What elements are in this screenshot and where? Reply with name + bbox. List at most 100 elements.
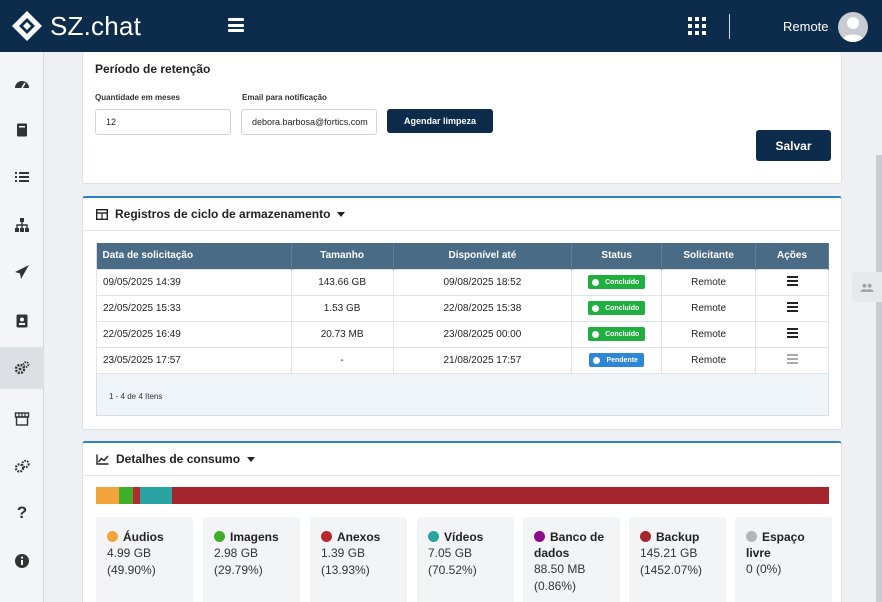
schedule-cleanup-button[interactable]: Agendar limpeza — [387, 109, 493, 133]
tile-name: Vídeos — [444, 530, 484, 544]
sidebar-item-cogs[interactable] — [0, 445, 44, 487]
col-requester[interactable]: Solicitante — [661, 243, 757, 269]
actions-menu-icon[interactable] — [786, 300, 798, 314]
status-badge: Pendente — [589, 353, 644, 367]
line-chart-icon — [96, 454, 109, 465]
sidebar-item-contacts[interactable] — [0, 300, 44, 342]
table-icon — [96, 208, 108, 220]
tile-pct: (1452.07%) — [640, 563, 703, 577]
usage-tile-videos: Vídeos 7.05 GB (70.52%) — [417, 517, 514, 602]
user-name[interactable]: Remote — [783, 19, 829, 34]
menu-toggle-icon[interactable] — [228, 18, 244, 32]
tile-size: 7.05 GB — [428, 546, 473, 560]
status-text: Pendente — [606, 356, 638, 364]
table-row[interactable]: 22/05/2025 15:33 1.53 GB 22/08/2025 15:3… — [96, 294, 829, 322]
email-input[interactable]: debora.barbosa@fortics.com — [241, 109, 377, 135]
usage-segment-backup — [171, 487, 829, 504]
sidebar-item-dashboard[interactable] — [0, 63, 44, 105]
actions-menu-icon[interactable] — [786, 326, 798, 340]
status-dot-icon — [593, 356, 601, 364]
registry-card: Registros de ciclo de armazenamento Data… — [82, 196, 842, 430]
imagens-color-dot — [214, 531, 225, 542]
gears-icon — [14, 361, 30, 375]
usage-segment-anexos — [132, 487, 140, 504]
tile-name: Imagens — [230, 530, 279, 544]
banco-color-dot — [534, 531, 545, 542]
cell-size: - — [290, 346, 394, 374]
tile-pct: (0.86%) — [534, 579, 577, 593]
sidebar-item-book[interactable] — [0, 109, 44, 151]
topbar-divider — [729, 14, 730, 39]
logo-icon[interactable] — [10, 9, 44, 43]
actions-menu-icon — [786, 352, 798, 366]
usage-tile-audios: Áudios 4.99 GB (49.90%) — [96, 517, 193, 602]
table-row[interactable]: 22/05/2025 16:49 20.73 MB 23/08/2025 00:… — [96, 320, 829, 348]
status-badge: Concluído — [588, 327, 646, 341]
sidebar-item-sitemap[interactable] — [0, 204, 44, 246]
cell-requester: Remote — [661, 294, 757, 322]
user-avatar-icon — [841, 17, 865, 42]
sitemap-icon — [15, 218, 29, 232]
months-label: Quantidade em meses — [95, 93, 180, 102]
sidebar: ? — [0, 52, 44, 602]
cell-status: Pendente — [571, 346, 663, 374]
tile-pct: (13.93%) — [321, 563, 370, 577]
registry-header[interactable]: Registros de ciclo de armazenamento — [83, 198, 841, 231]
status-text: Concluído — [605, 278, 640, 286]
status-text: Concluído — [605, 330, 640, 338]
cell-actions — [755, 320, 829, 348]
usage-tile-anexos: Anexos 1.39 GB (13.93%) — [310, 517, 407, 602]
chevron-down-icon[interactable] — [337, 211, 346, 217]
cell-actions — [755, 294, 829, 322]
sidebar-item-gears[interactable] — [0, 347, 44, 389]
tile-size: 1.39 GB — [321, 546, 366, 560]
col-available[interactable]: Disponível até — [393, 243, 573, 269]
sidebar-item-send[interactable] — [0, 251, 44, 293]
col-size[interactable]: Tamanho — [291, 243, 394, 269]
status-text: Concluído — [605, 304, 640, 312]
table-row[interactable]: 23/05/2025 17:57 - 21/08/2025 17:57 Pend… — [96, 346, 829, 374]
floating-users-button[interactable] — [852, 272, 882, 302]
tile-size: 2.98 GB — [214, 546, 259, 560]
consumption-header[interactable]: Detalhes de consumo — [83, 443, 841, 476]
backup-color-dot — [640, 531, 651, 542]
usage-segment-imagens — [118, 487, 133, 504]
cell-date: 09/05/2025 14:39 — [96, 268, 292, 296]
tile-name: Áudios — [123, 530, 164, 544]
chevron-down-icon[interactable] — [247, 456, 256, 462]
videos-color-dot — [428, 531, 439, 542]
status-dot-icon — [592, 330, 600, 338]
pager-info: 1 - 4 de 4 Itens — [109, 392, 163, 401]
info-icon — [15, 554, 29, 568]
send-icon — [15, 265, 29, 279]
cell-date: 22/05/2025 16:49 — [96, 320, 292, 348]
cell-date: 22/05/2025 15:33 — [96, 294, 292, 322]
actions-menu-icon[interactable] — [786, 274, 798, 288]
brand-name: SZ.chat — [50, 11, 141, 41]
cell-size: 1.53 GB — [290, 294, 394, 322]
usage-tile-espaco-livre: Espaço livre 0 (0%) — [735, 517, 832, 602]
page-scrollbar[interactable] — [876, 155, 882, 602]
status-badge: Concluído — [588, 301, 646, 315]
avatar[interactable] — [838, 12, 868, 42]
cogs-icon — [14, 459, 30, 473]
top-bar: SZ.chat Remote — [0, 0, 882, 52]
sidebar-item-list[interactable] — [0, 156, 44, 198]
audios-color-dot — [107, 531, 118, 542]
tile-name: Anexos — [337, 530, 381, 544]
table-row[interactable]: 09/05/2025 14:39 143.66 GB 09/08/2025 18… — [96, 268, 829, 296]
usage-tile-imagens: Imagens 2.98 GB (29.79%) — [203, 517, 300, 602]
sidebar-item-help[interactable]: ? — [0, 492, 44, 534]
apps-grid-icon[interactable] — [688, 17, 706, 35]
store-icon — [14, 412, 30, 426]
months-input[interactable]: 12 — [95, 109, 231, 135]
tile-pct: (70.52%) — [428, 563, 477, 577]
usage-bar — [96, 487, 829, 504]
col-actions: Ações — [755, 243, 829, 269]
sidebar-item-info[interactable] — [0, 540, 44, 582]
col-status[interactable]: Status — [571, 243, 663, 269]
save-button[interactable]: Salvar — [756, 130, 831, 161]
sidebar-item-store[interactable] — [0, 398, 44, 440]
col-date[interactable]: Data de solicitação — [96, 243, 292, 269]
usage-tile-backup: Backup 145.21 GB (1452.07%) — [629, 517, 726, 602]
